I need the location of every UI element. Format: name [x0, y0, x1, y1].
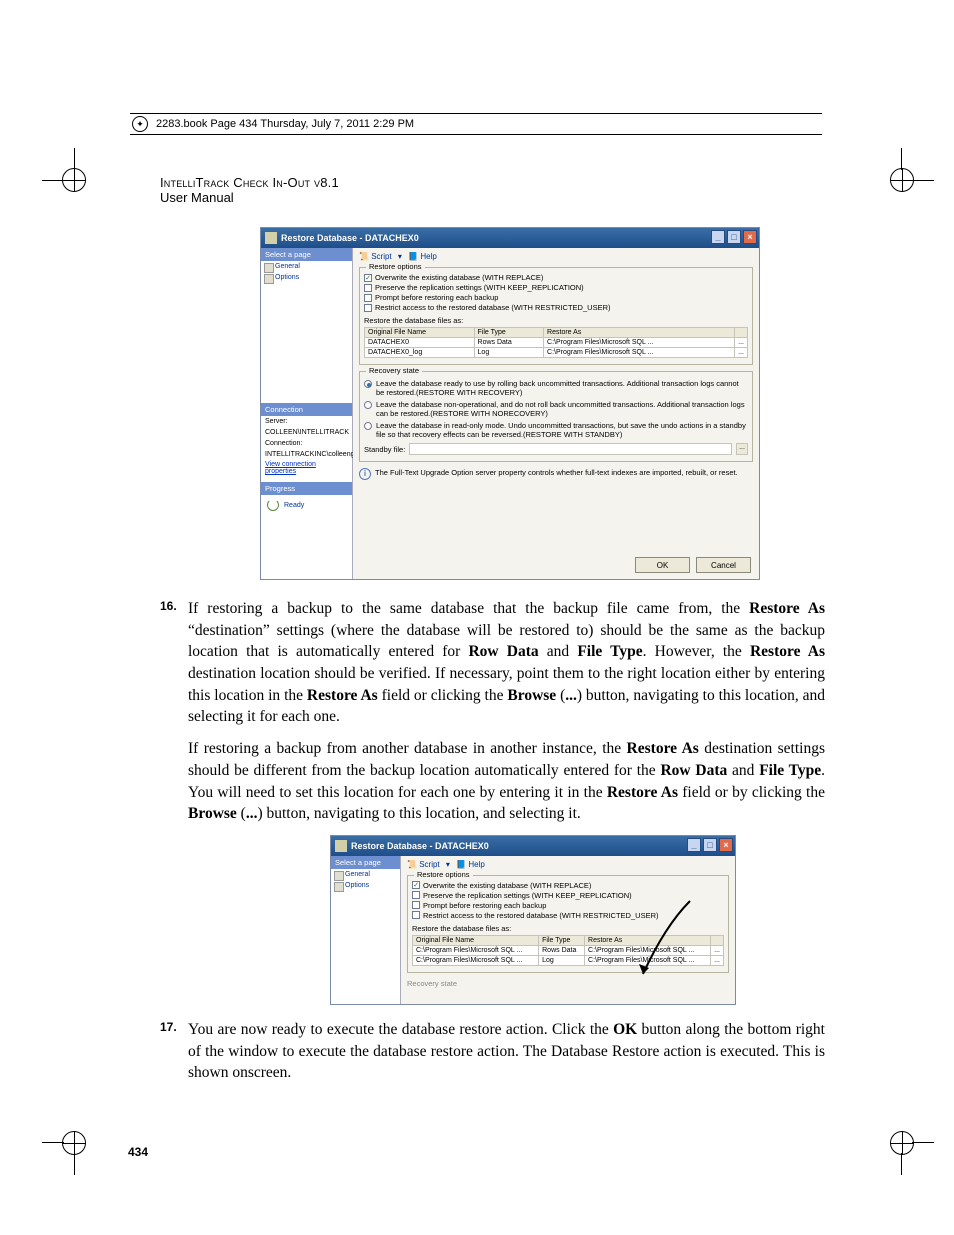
maximize-button[interactable]: □ [727, 230, 741, 244]
restore-as-cell[interactable]: C:\Program Files\Microsoft SQL ... [544, 338, 735, 348]
nav-pane: Select a page General Options [331, 856, 401, 1004]
restore-as-cell[interactable]: C:\Program Files\Microsoft SQL ... [585, 945, 711, 955]
restore-options-group: Restore options ✓Overwrite the existing … [407, 875, 729, 973]
window-icon [265, 232, 277, 244]
restrict-checkbox[interactable] [412, 911, 420, 919]
browse-button[interactable]: ... [735, 348, 748, 358]
minimize-button[interactable]: _ [711, 230, 725, 244]
restore-files-label: Restore the database files as: [364, 316, 748, 325]
book-header-text: 2283.book Page 434 Thursday, July 7, 201… [156, 118, 414, 130]
preserve-checkbox[interactable] [412, 891, 420, 899]
nav-general[interactable]: General [261, 261, 352, 272]
connection-label: Connection: [261, 438, 352, 449]
maximize-button[interactable]: □ [703, 838, 717, 852]
minimize-button[interactable]: _ [687, 838, 701, 852]
nav-options[interactable]: Options [261, 272, 352, 283]
running-head-line1: IntelliTrack Check In-Out v8.1 [160, 175, 825, 190]
preserve-label: Preserve the replication settings (WITH … [375, 283, 584, 292]
table-row: DATACHEX0 Rows Data C:\Program Files\Mic… [365, 338, 748, 348]
recovery-radio-1[interactable] [364, 380, 372, 388]
browse-button[interactable]: ... [735, 338, 748, 348]
help-button[interactable]: 📘 Help [456, 860, 489, 869]
help-button[interactable]: 📘 Help [408, 252, 441, 261]
nav-select-page: Select a page [261, 248, 352, 261]
page-number: 434 [128, 1145, 148, 1159]
standby-file-input[interactable] [409, 443, 732, 455]
nav-options[interactable]: Options [331, 880, 400, 891]
restore-dialog-screenshot: Restore Database - DATACHEX0 _ □ × Selec… [260, 227, 760, 580]
restore-files-table: Original File Name File Type Restore As … [412, 935, 724, 966]
step-number: 17. [160, 1019, 188, 1084]
info-text: The Full-Text Upgrade Option server prop… [375, 468, 738, 477]
recovery-option-1: Leave the database ready to use by rolli… [376, 379, 748, 397]
connection-value: INTELLITRACKINC\colleeng [261, 449, 352, 460]
restore-options-label: Restore options [366, 262, 425, 271]
prompt-label: Prompt before restoring each backup [375, 293, 498, 302]
main-pane: 📜 Script ▾ 📘 Help Restore options ✓Overw… [401, 856, 735, 1004]
cancel-button[interactable]: Cancel [696, 557, 751, 573]
col-original: Original File Name [365, 328, 475, 338]
recovery-option-3: Leave the database in read-only mode. Un… [376, 421, 748, 439]
restore-as-cell[interactable]: C:\Program Files\Microsoft SQL ... [544, 348, 735, 358]
restore-files-label: Restore the database files as: [412, 924, 724, 933]
nav-select-page: Select a page [331, 856, 400, 869]
running-head-line2: User Manual [160, 190, 825, 205]
nav-pane: Select a page General Options Connection… [261, 248, 353, 579]
restore-dialog-screenshot-cropped: Restore Database - DATACHEX0 _ □ × Selec… [330, 835, 736, 1005]
recovery-state-label: Recovery state [407, 979, 729, 988]
server-value: COLLEEN\INTELLITRACK [261, 427, 352, 438]
standby-label: Standby file: [364, 445, 405, 454]
prompt-checkbox[interactable] [364, 294, 372, 302]
table-row: DATACHEX0_log Log C:\Program Files\Micro… [365, 348, 748, 358]
recovery-radio-2[interactable] [364, 401, 372, 409]
restore-options-label: Restore options [414, 870, 473, 879]
view-connection-properties[interactable]: View connection properties [261, 460, 352, 476]
recovery-state-label: Recovery state [366, 366, 422, 375]
script-button[interactable]: 📜 Script ▾ [407, 860, 450, 869]
restrict-checkbox[interactable] [364, 304, 372, 312]
book-icon: ✦ [132, 116, 148, 132]
window-titlebar: Restore Database - DATACHEX0 _ □ × [261, 228, 759, 248]
table-row: C:\Program Files\Microsoft SQL ... Log C… [413, 955, 724, 965]
recovery-option-2: Leave the database non-operational, and … [376, 400, 748, 418]
step-17: 17. You are now ready to execute the dat… [160, 1019, 825, 1084]
col-filetype: File Type [474, 328, 544, 338]
prompt-checkbox[interactable] [412, 901, 420, 909]
restore-files-table: Original File Name File Type Restore As … [364, 327, 748, 358]
server-label: Server: [261, 416, 352, 427]
restore-as-cell[interactable]: C:\Program Files\Microsoft SQL ... [585, 955, 711, 965]
ok-button[interactable]: OK [635, 557, 690, 573]
window-title: Restore Database - DATACHEX0 [281, 233, 419, 243]
window-title: Restore Database - DATACHEX0 [351, 841, 489, 851]
nav-connection-header: Connection [261, 403, 352, 416]
info-icon: i [359, 468, 371, 480]
overwrite-checkbox[interactable]: ✓ [364, 274, 372, 282]
standby-browse-button[interactable]: ... [736, 443, 748, 455]
recovery-state-group: Recovery state Leave the database ready … [359, 371, 753, 462]
browse-button[interactable]: ... [711, 945, 724, 955]
recovery-radio-3[interactable] [364, 422, 372, 430]
window-titlebar: Restore Database - DATACHEX0 _ □ × [331, 836, 735, 856]
step-number: 16. [160, 598, 188, 825]
nav-progress-header: Progress [261, 482, 352, 495]
book-page-header: ✦ 2283.book Page 434 Thursday, July 7, 2… [130, 113, 822, 135]
progress-icon [267, 499, 279, 511]
overwrite-label: Overwrite the existing database (WITH RE… [375, 273, 543, 282]
table-row: C:\Program Files\Microsoft SQL ... Rows … [413, 945, 724, 955]
browse-button[interactable]: ... [711, 955, 724, 965]
window-icon [335, 840, 347, 852]
step-16: 16. If restoring a backup to the same da… [160, 598, 825, 825]
main-pane: 📜 Script ▾ 📘 Help Restore options ✓Overw… [353, 248, 759, 579]
nav-general[interactable]: General [331, 869, 400, 880]
restore-options-group: Restore options ✓Overwrite the existing … [359, 267, 753, 365]
overwrite-checkbox[interactable]: ✓ [412, 881, 420, 889]
close-button[interactable]: × [743, 230, 757, 244]
progress-ready: Ready [284, 502, 304, 509]
close-button[interactable]: × [719, 838, 733, 852]
restrict-label: Restrict access to the restored database… [375, 303, 611, 312]
preserve-checkbox[interactable] [364, 284, 372, 292]
col-restore-as: Restore As [544, 328, 735, 338]
script-button[interactable]: 📜 Script ▾ [359, 252, 402, 261]
